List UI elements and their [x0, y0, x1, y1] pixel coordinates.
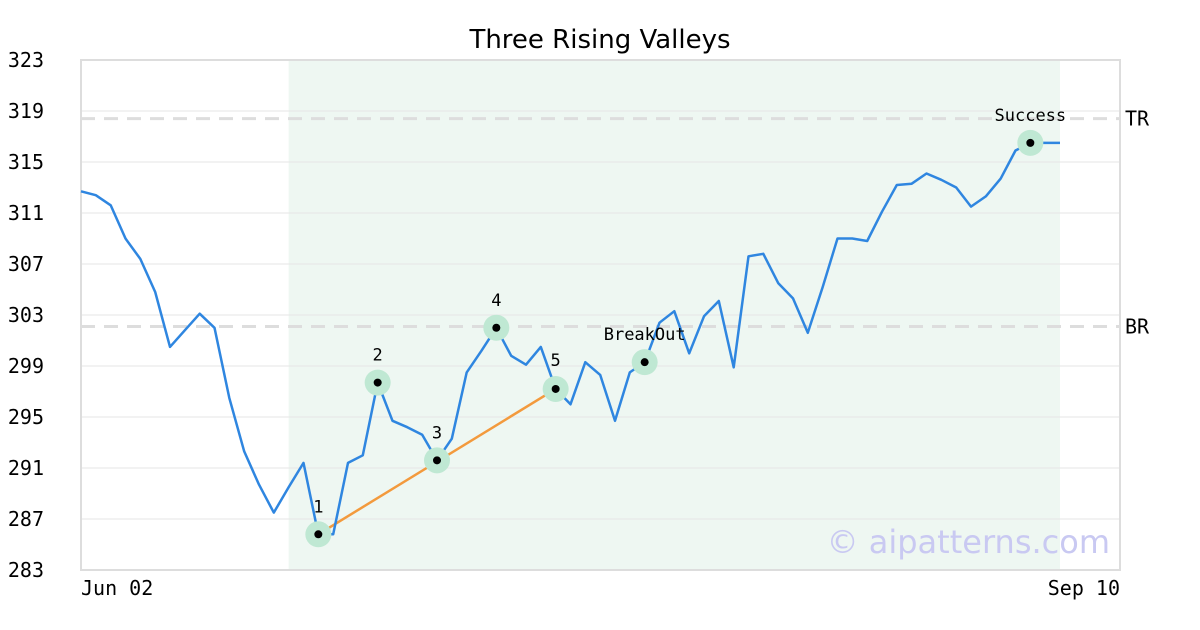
y-tick-label: 311 — [8, 201, 44, 225]
point-marker-3 — [433, 456, 441, 465]
point-label-3: 3 — [432, 423, 442, 443]
level-label-tr: TR — [1125, 107, 1150, 131]
y-tick-label: 307 — [8, 252, 44, 276]
point-marker-2 — [373, 378, 382, 387]
point-marker-success — [1026, 138, 1035, 147]
y-tick-label: 315 — [8, 150, 44, 174]
price-series-layer — [80, 141, 1060, 536]
level-label-br: BR — [1125, 314, 1150, 338]
price-line — [80, 141, 1060, 536]
point-marker-5 — [551, 384, 560, 393]
x-axis-ticks: Jun 02 Sep 10 — [81, 576, 1120, 600]
y-tick-label: 291 — [8, 456, 44, 480]
y-tick-label: 283 — [8, 558, 44, 582]
point-marker-breakout — [640, 358, 649, 367]
y-tick-label: 319 — [8, 99, 44, 123]
point-label-4: 4 — [491, 291, 501, 311]
y-tick-label: 299 — [8, 354, 44, 378]
point-label-1: 1 — [313, 497, 323, 517]
y-axis-ticks: 323 319 315 311 307 303 299 295 291 287 283 — [8, 48, 44, 582]
point-label-breakout: BreakOut — [604, 325, 686, 345]
point-marker-1 — [314, 530, 323, 539]
y-tick-label: 323 — [8, 48, 44, 72]
chart-title: Three Rising Valleys — [468, 25, 730, 55]
point-label-2: 2 — [373, 346, 383, 366]
annotation-layer: 1 2 3 4 5 BreakOut Success — [305, 106, 1067, 548]
x-tick-end: Sep 10 — [1048, 576, 1120, 600]
y-tick-label: 303 — [8, 303, 44, 327]
watermark: © aipatterns.com — [827, 523, 1110, 561]
y-tick-label: 295 — [8, 405, 44, 429]
point-label-5: 5 — [551, 351, 561, 371]
level-lines: TR BR — [81, 107, 1150, 338]
x-tick-start: Jun 02 — [81, 576, 153, 600]
point-label-success: Success — [995, 106, 1067, 126]
point-marker-4 — [492, 323, 501, 332]
y-tick-label: 287 — [8, 507, 44, 531]
plot-frame — [80, 59, 1121, 571]
